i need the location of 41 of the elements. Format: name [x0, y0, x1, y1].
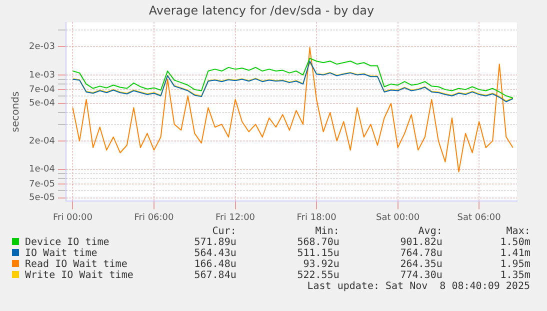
text: 511.15u — [296, 248, 340, 259]
text: 1.41m — [499, 248, 532, 259]
text: 568.70u — [296, 237, 340, 248]
y-tick-label: 5e-05 — [28, 193, 55, 204]
text: 564.43u — [193, 248, 238, 259]
text: 93.92u — [302, 259, 340, 270]
text: Max: — [505, 226, 532, 237]
x-tick-label: Sat 06:00 — [457, 212, 502, 223]
y-tick-label: 7e-04 — [28, 84, 56, 95]
text: 571.89u — [193, 237, 238, 248]
legend-label: Write IO Wait time — [24, 270, 134, 281]
text: 264.35u — [399, 259, 444, 270]
text: 1.95m — [499, 259, 532, 270]
x-tick-label: Fri 06:00 — [134, 212, 174, 223]
text: Min: — [314, 226, 340, 237]
chart-title: Average latency for /dev/sda - by day — [148, 3, 374, 18]
y-tick-label: 7e-05 — [28, 179, 55, 190]
x-tick-label: Fri 18:00 — [296, 212, 337, 223]
text: Cur: — [211, 226, 238, 237]
text: 774.30u — [399, 270, 444, 281]
y-tick-label: 2e-04 — [28, 136, 56, 146]
y-tick-label: 2e-03 — [28, 42, 55, 52]
text: 764.78u — [399, 248, 444, 259]
y-tick-label: 1e-04 — [28, 164, 56, 175]
legend-label: Device IO time — [24, 237, 110, 248]
x-tick-label: Fri 00:00 — [52, 212, 93, 223]
legend-label: IO Wait time — [24, 248, 98, 259]
legend-label: Read IO Wait time — [24, 259, 128, 270]
text: 901.82u — [399, 237, 444, 248]
text: 166.48u — [193, 259, 238, 270]
x-tick-label: Sat 00:00 — [376, 212, 420, 223]
text: Avg: — [417, 226, 444, 237]
y-tick-label: 1e-03 — [28, 70, 55, 80]
text: 567.84u — [193, 270, 238, 281]
y-axis-title: seconds — [10, 91, 22, 132]
text: Last update: Sat Nov 8 08:40:09 2025 — [306, 281, 530, 292]
text: 1.35m — [499, 270, 532, 281]
text: 522.55u — [296, 270, 340, 281]
text: 1.50m — [499, 237, 532, 248]
y-tick-label: 5e-04 — [28, 98, 56, 109]
x-tick-label: Fri 12:00 — [216, 212, 256, 223]
